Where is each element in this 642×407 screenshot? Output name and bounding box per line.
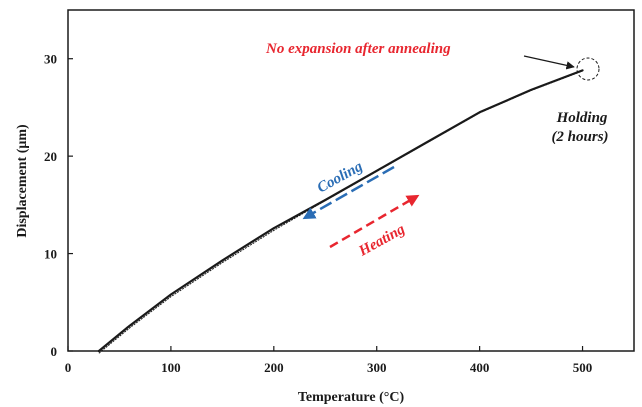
data-point [170, 293, 172, 296]
x-tick-label: 0 [65, 360, 72, 375]
tick-labels: 0 100 200 300 400 500 0 10 20 30 [44, 52, 592, 375]
data-point [478, 111, 481, 114]
y-axis-title: Displacement (μm) [15, 124, 30, 238]
cooling-arrow [302, 165, 395, 220]
data-point [221, 259, 224, 262]
data-point [427, 140, 430, 143]
y-tick-label: 10 [44, 247, 57, 262]
plot-frame [67, 9, 635, 352]
x-tick-label: 500 [573, 360, 593, 375]
heating-arrow [329, 194, 420, 249]
x-tick-label: 100 [161, 360, 181, 375]
annotation-no-expansion: No expansion after annealing [265, 41, 451, 57]
data-point [324, 199, 327, 201]
series-band [98, 70, 583, 354]
y-tick-label: 0 [51, 344, 58, 359]
series-line [97, 69, 584, 353]
annotation-arrow [523, 55, 575, 70]
data-point [375, 169, 378, 172]
data-point [530, 89, 532, 91]
axis-ticks [67, 58, 584, 352]
y-tick-label: 30 [44, 52, 57, 67]
heating-label: Heating [355, 221, 408, 260]
data-point [98, 350, 100, 352]
annotation-holding: Holding [556, 110, 608, 126]
y-tick-label: 20 [44, 149, 57, 164]
data-point [128, 324, 131, 327]
x-tick-label: 300 [367, 360, 387, 375]
annotation-holding-duration: (2 hours) [551, 129, 608, 145]
holding-marker [576, 57, 600, 81]
x-tick-label: 400 [470, 360, 490, 375]
series-group [97, 69, 584, 354]
x-axis-title: Temperature (°C) [298, 390, 405, 405]
x-tick-label: 200 [264, 360, 284, 375]
data-point [272, 227, 275, 230]
data-point [581, 69, 584, 72]
